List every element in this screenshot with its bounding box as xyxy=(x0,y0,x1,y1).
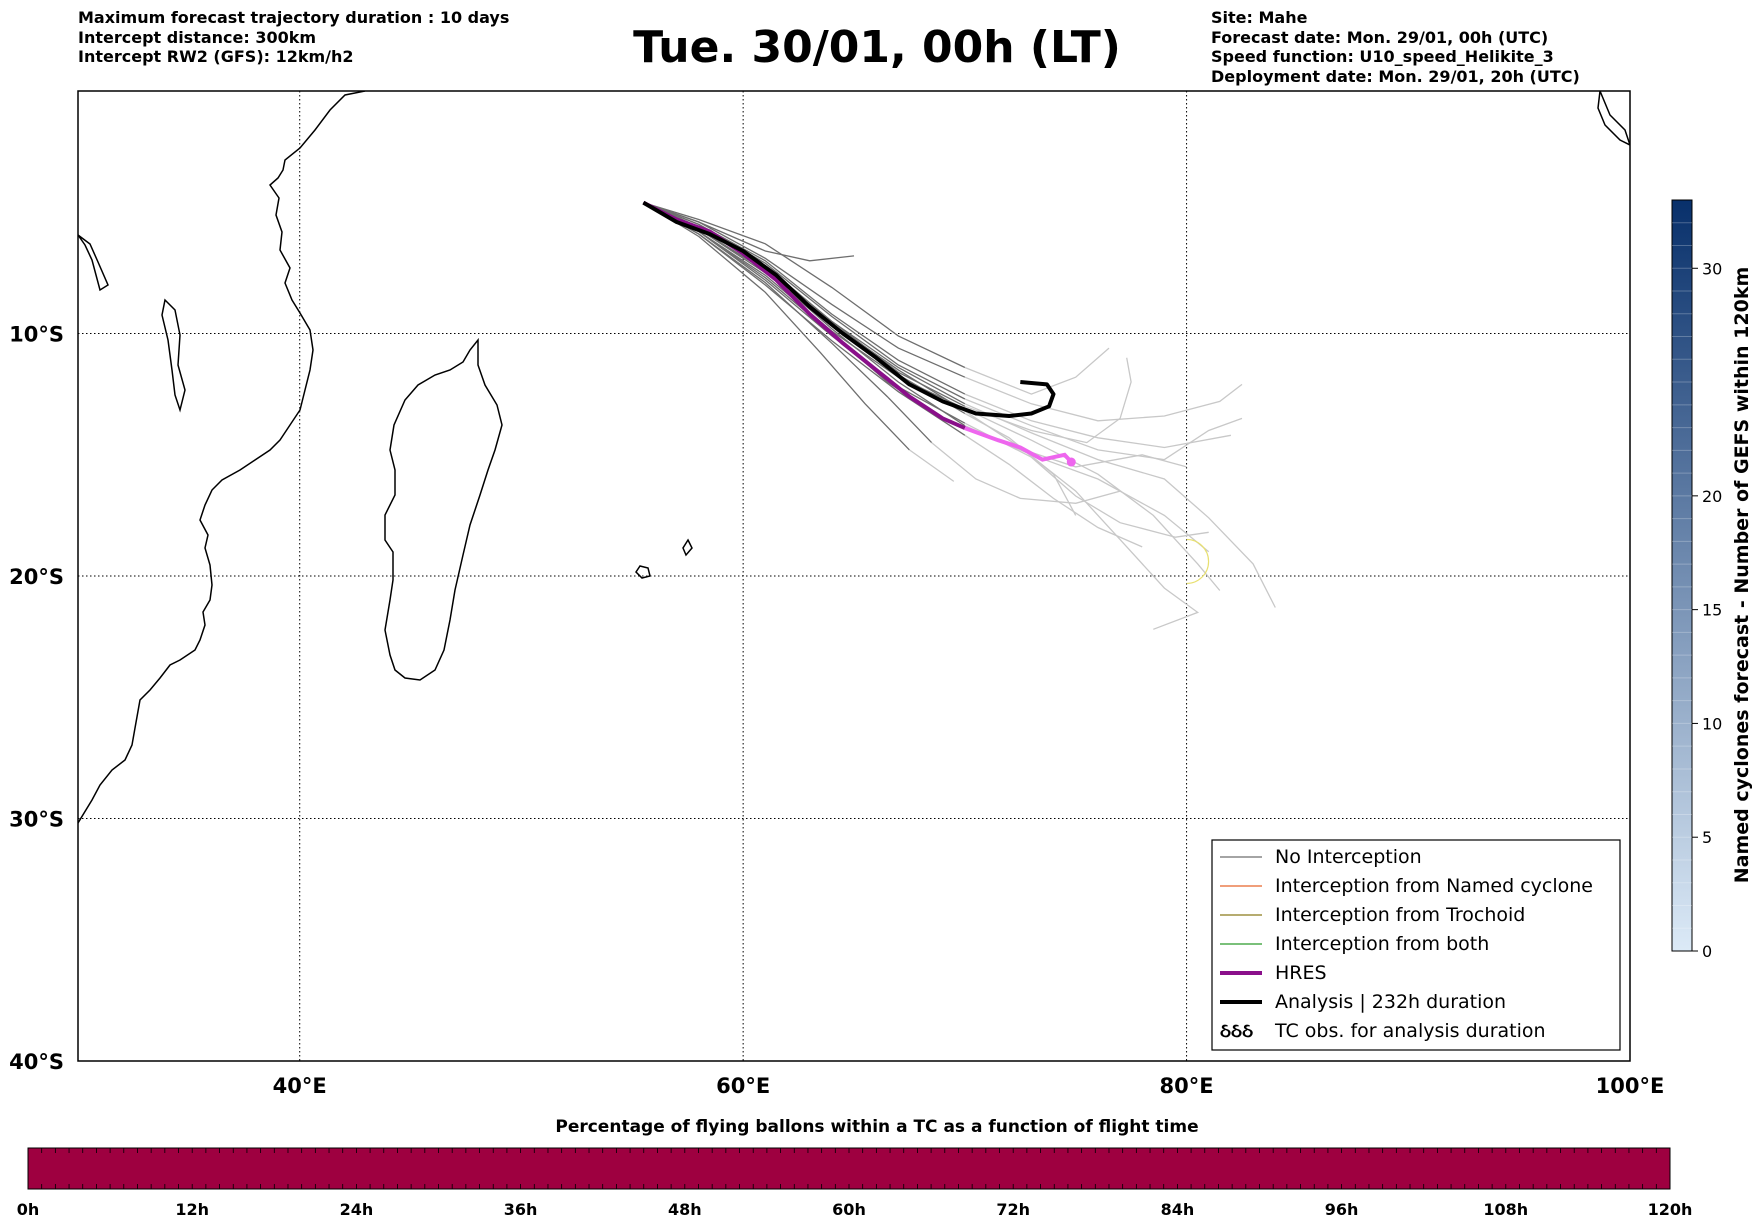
coastline-right-corner xyxy=(1597,91,1630,146)
hres-track xyxy=(642,200,966,430)
axis-labels: 40°E 60°E 80°E 100°E 10°S 20°S 30°S 40°S xyxy=(9,323,1664,1099)
colorbar-tick-label: 30 xyxy=(1702,259,1722,278)
tc-obs-marker xyxy=(1186,538,1210,585)
ensemble-track-late xyxy=(964,422,1209,538)
hres-track-late xyxy=(964,426,1073,464)
trajectories-layer xyxy=(642,200,1276,630)
legend-label: Analysis | 232h duration xyxy=(1275,991,1506,1013)
hres-end-point xyxy=(1066,457,1076,467)
legend-label: No Interception xyxy=(1275,846,1422,868)
ensemble-track-late xyxy=(964,393,1232,449)
bar-tick-label: 108h xyxy=(1483,1200,1528,1219)
lat-tick-label: 20°S xyxy=(9,565,64,589)
analysis-track xyxy=(642,200,1056,418)
ensemble-track-late xyxy=(909,449,955,482)
map-legend: No Interception Interception from Named c… xyxy=(1211,839,1621,1051)
ensemble-track-late xyxy=(964,357,1132,444)
legend-label: Interception from both xyxy=(1275,933,1489,955)
flight-time-bar: 0h 12h 24h 36h 48h 60h 72h 84h 96h 108h 120h xyxy=(17,1147,1693,1219)
ensemble-track-late xyxy=(964,434,1143,548)
ensemble-track-late xyxy=(964,398,1243,461)
bar-tick-label: 36h xyxy=(504,1200,538,1219)
map-title: Tue. 30/01, 00h (LT) xyxy=(633,22,1121,73)
ensemble-track-early xyxy=(643,201,966,369)
lon-tick-label: 100°E xyxy=(1596,1074,1665,1098)
header-site: Site: Mahe xyxy=(1211,8,1308,27)
bar-tick-label: 24h xyxy=(340,1200,374,1219)
lat-tick-label: 10°S xyxy=(9,323,64,347)
colorbar-tick-label: 15 xyxy=(1702,601,1722,620)
ensemble-track-early xyxy=(643,201,966,400)
bar-tick-label: 12h xyxy=(175,1200,209,1219)
header-intercept-distance: Intercept distance: 300km xyxy=(78,27,317,47)
coastline-arabia-edge xyxy=(78,234,109,292)
colorbar-right-label: Named cyclones forecast - Number of GEFS… xyxy=(1731,267,1753,884)
flight-time-bar-fill xyxy=(27,1147,1671,1190)
lat-tick-label: 40°S xyxy=(9,1050,64,1074)
header-deployment-date: Deployment date: Mon. 29/01, 20h (UTC) xyxy=(1211,66,1580,86)
colorbar-tick-label: 5 xyxy=(1702,828,1712,847)
map-frame xyxy=(77,90,1631,1062)
ensemble-track-late xyxy=(964,347,1110,395)
ensemble-track-early xyxy=(643,201,855,262)
colorbar-right-fill xyxy=(1671,199,1693,952)
ensemble-track-early xyxy=(643,202,910,451)
coastline-madagascar xyxy=(384,337,503,681)
colorbar-tick-label: 0 xyxy=(1702,942,1712,961)
legend-label: Interception from Named cyclone xyxy=(1275,875,1593,897)
lon-tick-label: 80°E xyxy=(1160,1074,1214,1098)
bar-tick-label: 72h xyxy=(996,1200,1030,1219)
colorbar-tick-label: 10 xyxy=(1702,714,1722,733)
coastlines xyxy=(78,91,1630,824)
header-left-info: Maximum forecast trajectory duration : 1… xyxy=(78,8,509,67)
bar-tick-label: 96h xyxy=(1325,1200,1359,1219)
legend-label: HRES xyxy=(1275,962,1327,984)
lon-tick-label: 60°E xyxy=(716,1074,770,1098)
bar-tick-label: 60h xyxy=(832,1200,866,1219)
header-forecast-date: Forecast date: Mon. 29/01, 00h (UTC) xyxy=(1211,27,1549,47)
header-right-info: Site: Mahe Forecast date: Mon. 29/01, 00… xyxy=(1211,8,1580,86)
bar-tick-label: 120h xyxy=(1648,1200,1693,1219)
coastline-lake xyxy=(161,298,186,413)
ensemble-track-late xyxy=(964,376,1243,422)
bar-tick-label: 84h xyxy=(1161,1200,1195,1219)
header-intercept-rw2: Intercept RW2 (GFS): 12km/h2 xyxy=(78,47,354,66)
legend-label: TC obs. for analysis duration xyxy=(1274,1020,1546,1042)
ensemble-track-late xyxy=(931,442,1121,504)
ensemble-track-late xyxy=(964,412,1077,516)
bar-tick-label: 0h xyxy=(17,1200,40,1219)
colorbar-right: 0 5 10 15 20 30 Named cyclones forecast - Num… xyxy=(1671,199,1753,961)
coastline-reunion xyxy=(682,538,693,557)
header-trajectory-duration: Maximum forecast trajectory duration : 1… xyxy=(78,8,510,27)
coastline-africa xyxy=(78,91,366,824)
lon-tick-label: 40°E xyxy=(273,1074,327,1098)
flight-time-bar-title: Percentage of flying ballons within a TC… xyxy=(555,1117,1199,1137)
colorbar-tick-label: 20 xyxy=(1702,487,1722,506)
map-gridlines xyxy=(78,91,1630,1061)
legend-box xyxy=(1211,839,1621,1051)
lat-tick-label: 30°S xyxy=(9,808,64,832)
ensemble-track-late xyxy=(964,408,1221,591)
ensemble-track-late xyxy=(964,403,1276,608)
bar-tick-label: 48h xyxy=(668,1200,702,1219)
header-speed-function: Speed function: U10_speed_Helikite_3 xyxy=(1211,47,1554,66)
legend-tc-symbol: ઠઠઠ xyxy=(1220,1020,1253,1042)
legend-label: Interception from Trochoid xyxy=(1275,904,1525,926)
coastline-mauritius xyxy=(635,565,651,579)
